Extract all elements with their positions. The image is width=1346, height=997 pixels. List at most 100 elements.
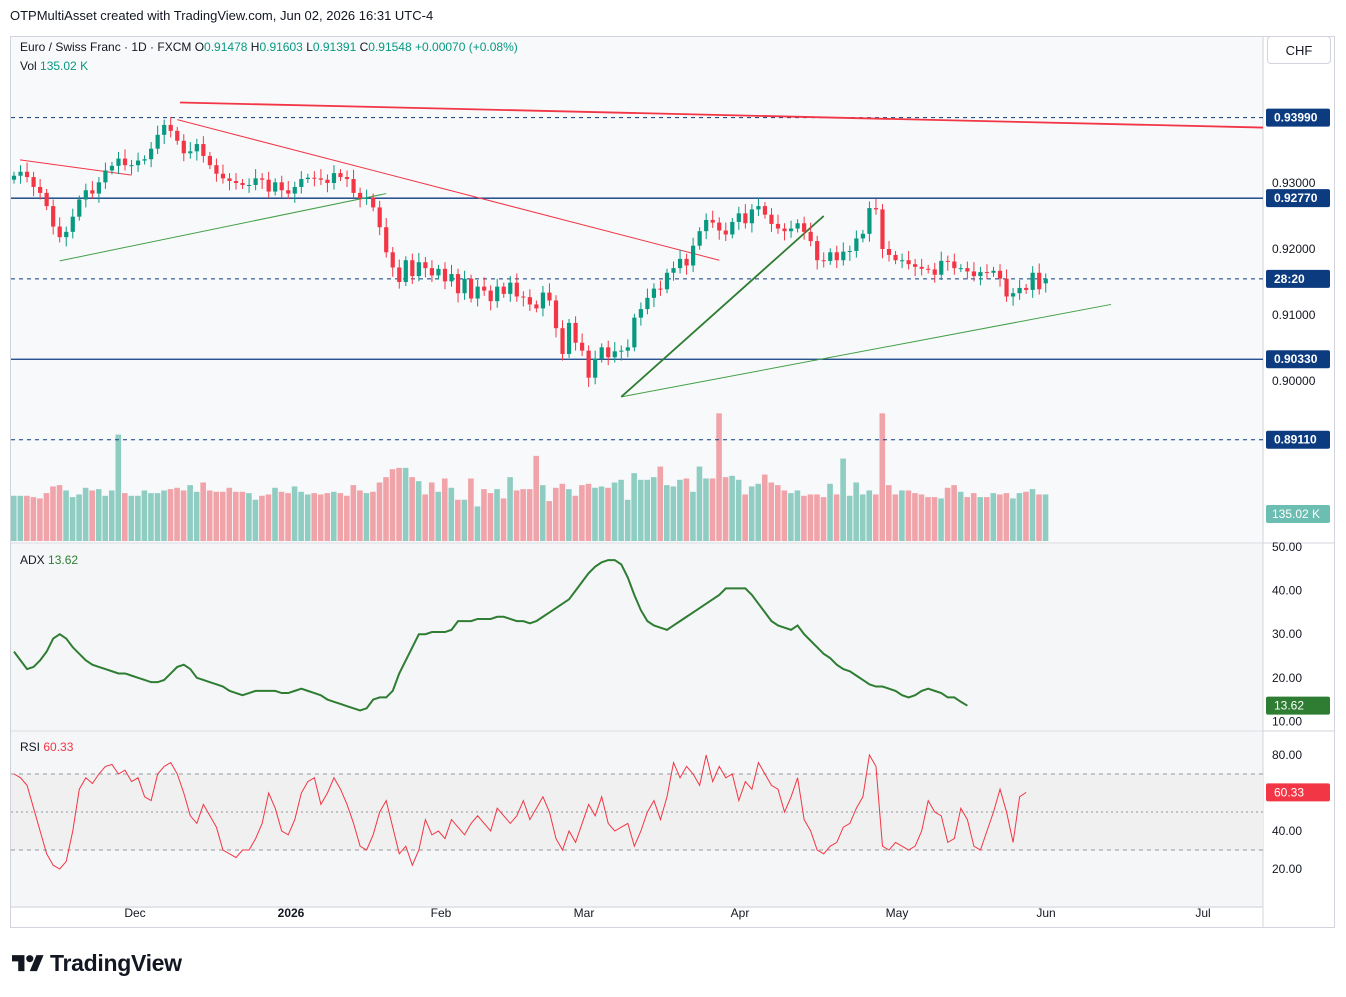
candle-body xyxy=(651,288,657,298)
trendline xyxy=(19,159,132,176)
candle-body xyxy=(619,350,624,352)
countdown-label: 28:20 xyxy=(1274,272,1305,286)
candle-body xyxy=(540,292,546,309)
candle-body xyxy=(965,268,970,272)
candle-body xyxy=(906,260,911,265)
adx-legend[interactable]: ADX 13.62 xyxy=(20,553,78,567)
adx-tick: 50.00 xyxy=(1272,540,1302,554)
candle-body xyxy=(534,304,539,309)
candle-body xyxy=(984,272,990,274)
volume-bar xyxy=(657,466,664,541)
volume-bar xyxy=(872,494,879,541)
volume-bar xyxy=(383,477,389,541)
rsi-label: RSI xyxy=(20,740,41,754)
rsi-legend[interactable]: RSI 60.33 xyxy=(20,740,73,754)
adx-indicator xyxy=(13,559,968,712)
candle-body xyxy=(893,254,898,261)
candle-body xyxy=(847,250,852,252)
candle-body xyxy=(997,270,1003,279)
volume-bar xyxy=(161,490,167,541)
volume-bar xyxy=(840,458,846,541)
candle-body xyxy=(135,160,141,166)
candle-body xyxy=(638,309,643,318)
candle-body xyxy=(808,231,813,242)
volume-bar xyxy=(89,490,95,541)
candle-body xyxy=(416,262,421,277)
candle-body xyxy=(886,249,892,255)
candle-body xyxy=(834,252,839,261)
volume-bar xyxy=(853,482,859,541)
rsi-tag-label: 60.33 xyxy=(1274,785,1304,799)
volume-bar xyxy=(487,493,494,541)
volume-bar xyxy=(213,491,220,541)
volume-bar xyxy=(370,491,376,541)
volume-bar xyxy=(1010,498,1016,541)
volume-bar xyxy=(82,487,89,541)
chart-credit: OTPMultiAsset created with TradingView.c… xyxy=(10,8,434,23)
rsi-tick: 80.00 xyxy=(1272,748,1302,762)
candle-body xyxy=(181,140,186,154)
volume-bar xyxy=(912,493,918,541)
volume-bar xyxy=(970,493,977,541)
volume-bar xyxy=(624,499,631,541)
volume-bar xyxy=(781,490,788,541)
volume-bar xyxy=(579,485,585,541)
candle-body xyxy=(828,252,833,261)
candle-body xyxy=(436,268,441,276)
volume-bar xyxy=(716,413,722,541)
tradingview-logo[interactable]: TradingView xyxy=(12,950,182,977)
candle-body xyxy=(475,286,480,299)
volume-bar xyxy=(618,479,624,541)
rsi-line xyxy=(13,753,1027,870)
candle-body xyxy=(273,182,278,192)
trendline xyxy=(179,101,1264,129)
adx-tick: 10.00 xyxy=(1272,714,1302,728)
candle-body xyxy=(775,223,781,229)
candle-body xyxy=(240,183,245,185)
volume-label: Vol xyxy=(20,59,37,73)
candle-body xyxy=(795,223,800,229)
volume-bar xyxy=(174,487,180,541)
volume-bar xyxy=(389,469,396,541)
candle-body xyxy=(939,260,944,275)
volume-bar xyxy=(820,497,827,541)
volume-bar xyxy=(931,497,938,541)
volume-bar xyxy=(951,485,957,541)
volume-bar xyxy=(735,479,742,541)
volume-bar xyxy=(206,490,213,541)
candle-body xyxy=(51,206,56,227)
candle-body xyxy=(958,268,963,270)
candle-body xyxy=(919,266,924,269)
adx-line xyxy=(13,559,968,712)
adx-value: 13.62 xyxy=(48,553,79,567)
rsi-tick: 40.00 xyxy=(1272,824,1302,838)
high-value: 0.91603 xyxy=(259,40,303,54)
volume-bars xyxy=(11,413,1049,541)
candle-body xyxy=(971,271,977,277)
volume-bar xyxy=(226,487,233,541)
volume-bar xyxy=(748,486,755,541)
level-tag-label: 0.90330 xyxy=(1274,352,1318,366)
volume-bar xyxy=(585,483,592,541)
volume-bar xyxy=(167,489,174,541)
candle-body xyxy=(305,177,310,180)
volume-bar xyxy=(291,486,298,541)
volume-bar xyxy=(337,493,344,541)
adx-label: ADX xyxy=(20,553,45,567)
volume-bar xyxy=(56,485,63,541)
low-label: L xyxy=(306,40,313,54)
volume-bar xyxy=(611,482,618,541)
volume-bar xyxy=(11,495,17,541)
candle-body xyxy=(325,179,330,183)
volume-bar xyxy=(95,489,102,541)
volume-legend[interactable]: Vol 135.02 K xyxy=(20,59,88,73)
currency-button[interactable]: CHF xyxy=(1267,36,1331,64)
volume-bar xyxy=(801,495,807,541)
instrument-legend[interactable]: Euro / Swiss Franc · 1D · FXCM O0.91478 … xyxy=(20,40,518,54)
candle-body xyxy=(292,186,297,194)
volume-bar xyxy=(846,495,853,541)
candle-body xyxy=(233,181,239,183)
candle-body xyxy=(377,207,382,228)
candle-body xyxy=(691,245,696,266)
